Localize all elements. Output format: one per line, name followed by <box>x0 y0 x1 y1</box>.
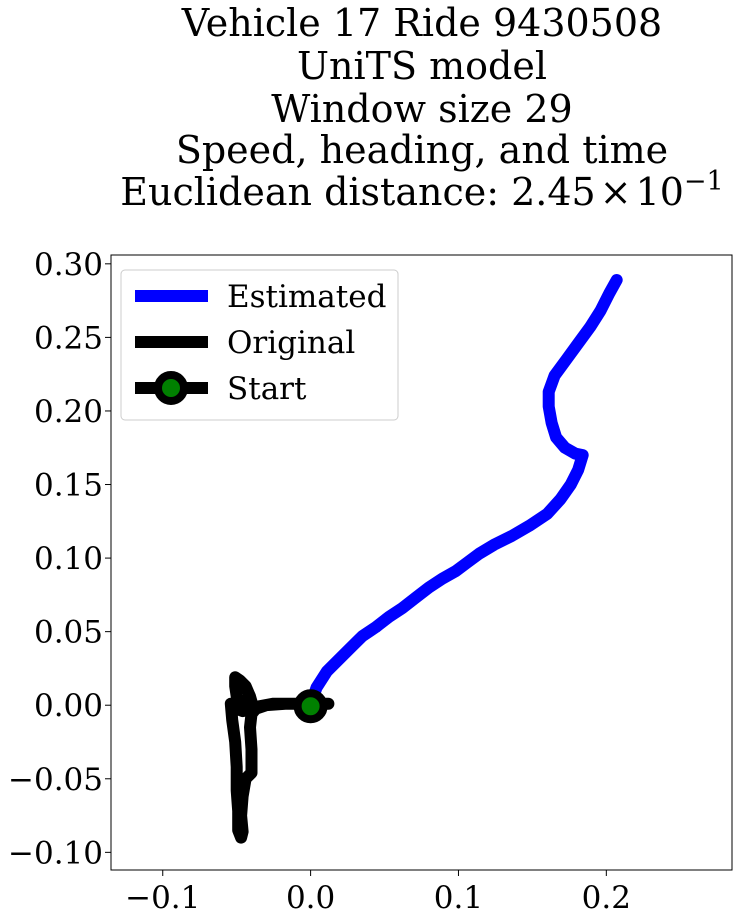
y-tick-label: 0.05 <box>34 615 103 651</box>
y-tick-label: 0.25 <box>34 320 103 356</box>
series-line-estimated <box>304 274 623 712</box>
title-line-metric: Euclidean distance: 2.45 × 10−1 <box>120 166 723 214</box>
start-marker <box>293 689 328 724</box>
chart-title: Vehicle 17 Ride 9430508 UniTS model Wind… <box>120 1 723 214</box>
y-tick-label: −0.10 <box>8 835 103 871</box>
series-line-original <box>224 671 335 844</box>
x-tick-label: −0.1 <box>125 880 200 916</box>
plot-area <box>110 254 733 871</box>
x-tick-label: 0.2 <box>582 880 631 916</box>
y-tick-label: 0.30 <box>34 247 103 283</box>
x-tick-label: 0.1 <box>434 880 483 916</box>
title-line-features: Speed, heading, and time <box>176 128 668 172</box>
y-tick-label: 0.00 <box>34 688 103 724</box>
y-tick-label: 0.20 <box>34 394 103 430</box>
x-axis: −0.1 0.0 0.1 0.2 <box>125 870 631 916</box>
metric-base: 10 <box>636 170 684 214</box>
metric-exponent: −1 <box>684 166 724 197</box>
legend-label-start: Start <box>227 371 307 407</box>
y-tick-label: 0.10 <box>34 541 103 577</box>
legend-label-original: Original <box>227 325 355 361</box>
metric-prefix: Euclidean distance: 2.45 <box>120 170 595 214</box>
x-tick-label: 0.0 <box>286 880 335 916</box>
y-tick-label: −0.05 <box>8 762 103 798</box>
title-line-window: Window size 29 <box>271 87 572 131</box>
plot-frame <box>110 254 733 871</box>
legend: Estimated Original Start <box>120 269 399 421</box>
title-line-vehicle: Vehicle 17 Ride 9430508 <box>181 1 662 45</box>
y-tick-label: 0.15 <box>34 468 103 504</box>
legend-swatch-start-marker <box>154 371 188 405</box>
title-line-model: UniTS model <box>297 44 547 88</box>
y-axis: 0.30 0.25 0.20 0.15 0.10 0.05 0.00 −0.05 −0.10 <box>8 247 111 871</box>
metric-times: × <box>600 170 632 214</box>
legend-label-estimated: Estimated <box>227 279 386 315</box>
